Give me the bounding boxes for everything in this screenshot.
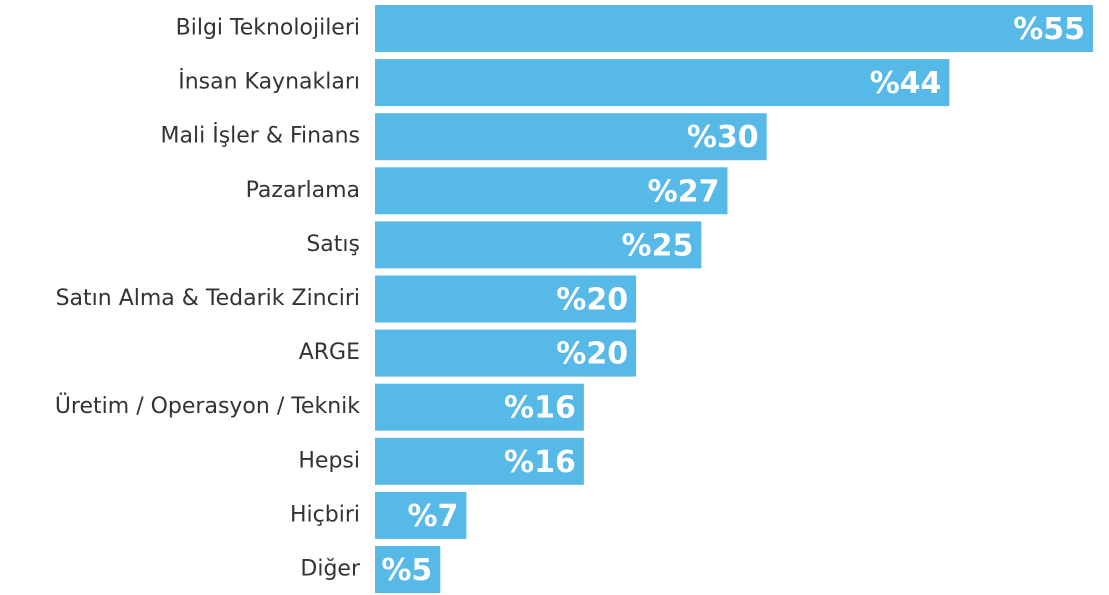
- bar: [375, 113, 767, 161]
- value-label: %55: [1013, 12, 1085, 47]
- category-label: Diğer: [300, 557, 361, 582]
- category-label: Hiçbiri: [290, 502, 360, 527]
- category-label: Bilgi Teknolojileri: [176, 16, 360, 41]
- category-label: Satın Alma & Tedarik Zinciri: [56, 286, 360, 311]
- value-label: %7: [407, 499, 458, 534]
- bar: [375, 546, 441, 593]
- bar: [375, 491, 467, 539]
- value-label: %25: [622, 228, 694, 263]
- bar: [375, 221, 702, 269]
- category-label: Pazarlama: [246, 178, 360, 203]
- value-label: %27: [648, 174, 720, 209]
- bar: [375, 329, 637, 377]
- category-label: İnsan Kaynakları: [178, 69, 360, 95]
- bar: [375, 383, 584, 431]
- value-label: %44: [870, 66, 942, 101]
- category-label: ARGE: [299, 340, 360, 365]
- value-label: %5: [381, 553, 432, 588]
- value-label: %20: [556, 283, 628, 318]
- bar: [375, 59, 950, 107]
- bar: [375, 167, 728, 215]
- bar: [375, 437, 584, 485]
- value-label: %16: [504, 445, 576, 480]
- category-label: Hepsi: [298, 448, 360, 473]
- category-label: Mali İşler & Finans: [161, 123, 360, 149]
- value-label: %20: [556, 337, 628, 372]
- category-label: Üretim / Operasyon / Teknik: [55, 393, 360, 419]
- bar: [375, 5, 1093, 52]
- value-label: %16: [504, 391, 576, 426]
- category-label: Satış: [306, 232, 360, 257]
- value-label: %30: [687, 120, 759, 155]
- bar: [375, 275, 637, 323]
